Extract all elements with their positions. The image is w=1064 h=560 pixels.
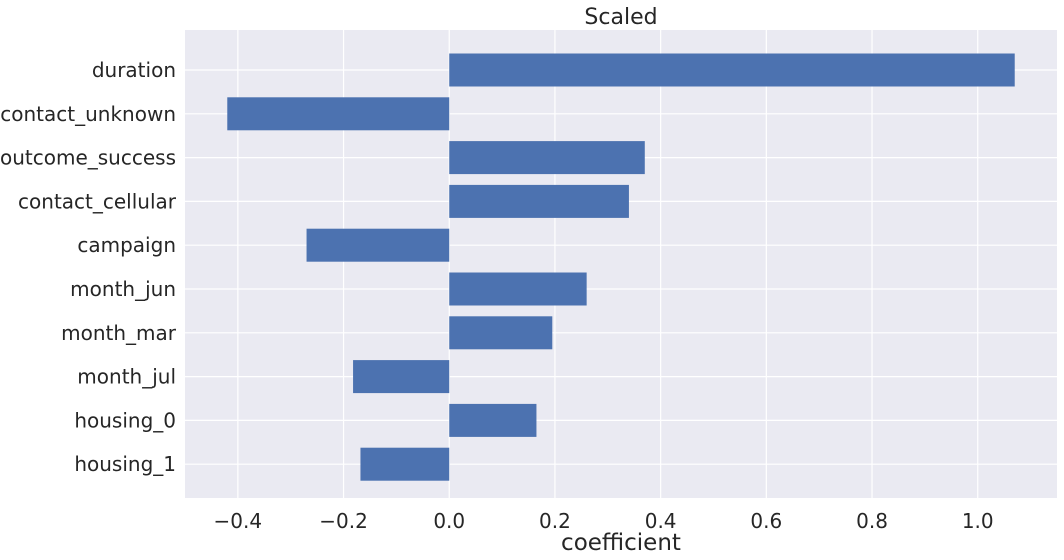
bar-month_jul	[353, 360, 450, 394]
x-tick-label: −0.4	[214, 509, 263, 533]
x-tick-label: −0.2	[319, 509, 368, 533]
bar-contact_unknown	[227, 97, 450, 131]
x-tick-label: 1.0	[962, 509, 994, 533]
bar-housing_1	[360, 447, 450, 481]
x-tick-labels: −0.4 −0.2 0.0 0.2 0.4 0.6 0.8 1.0	[214, 509, 994, 533]
bars	[227, 53, 1015, 481]
x-tick-label: 0.6	[750, 509, 782, 533]
category-label: housing_1	[74, 452, 176, 476]
category-labels: duration contact_unknown poutcome_successc…	[0, 58, 177, 476]
chart-title: Scaled	[584, 5, 657, 30]
category-label: contact_cellular	[18, 189, 177, 213]
category-label: month_jul	[77, 365, 176, 389]
bar-month_jun	[449, 272, 587, 306]
bar-contact_cellular	[449, 184, 629, 218]
category-label: campaign	[77, 233, 176, 257]
x-tick-label: 0.0	[433, 509, 465, 533]
category-label: month_jun	[70, 277, 176, 301]
bar-duration	[449, 53, 1015, 87]
category-label: housing_0	[74, 408, 176, 432]
x-tick-label: 0.4	[645, 509, 677, 533]
bar-campaign	[306, 228, 450, 262]
category-label: month_mar	[61, 321, 177, 345]
x-tick-label: 0.8	[856, 509, 888, 533]
bar-poutcome_success	[449, 141, 645, 175]
x-tick-label: 0.2	[539, 509, 571, 533]
category-label: poutcome_success	[0, 146, 176, 170]
category-label: contact_unknown	[0, 102, 176, 126]
category-label: duration	[92, 58, 176, 82]
bar-housing_0	[449, 403, 537, 437]
x-axis-label: coefficient	[561, 530, 681, 556]
bar-month_mar	[449, 316, 553, 350]
